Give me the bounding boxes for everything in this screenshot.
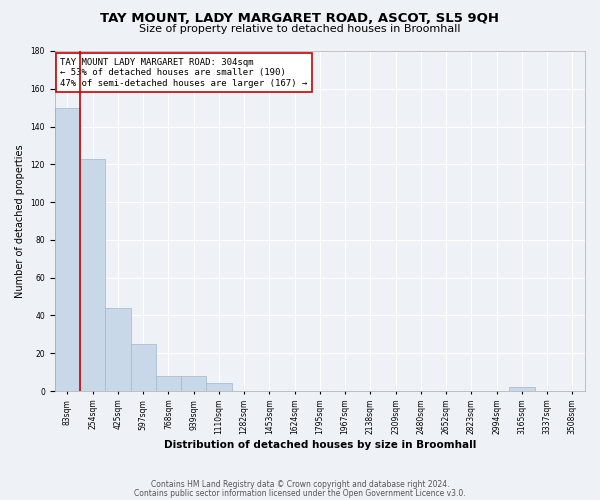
Bar bbox=[80, 158, 105, 391]
Text: Contains HM Land Registry data © Crown copyright and database right 2024.: Contains HM Land Registry data © Crown c… bbox=[151, 480, 449, 489]
Bar bbox=[181, 376, 206, 391]
Text: TAY MOUNT LADY MARGARET ROAD: 304sqm
← 53% of detached houses are smaller (190)
: TAY MOUNT LADY MARGARET ROAD: 304sqm ← 5… bbox=[60, 58, 307, 88]
Text: Contains public sector information licensed under the Open Government Licence v3: Contains public sector information licen… bbox=[134, 489, 466, 498]
Text: Size of property relative to detached houses in Broomhall: Size of property relative to detached ho… bbox=[139, 24, 461, 34]
Bar bbox=[55, 108, 80, 391]
Bar bbox=[156, 376, 181, 391]
X-axis label: Distribution of detached houses by size in Broomhall: Distribution of detached houses by size … bbox=[164, 440, 476, 450]
Bar bbox=[206, 384, 232, 391]
Y-axis label: Number of detached properties: Number of detached properties bbox=[15, 144, 25, 298]
Bar bbox=[131, 344, 156, 391]
Text: TAY MOUNT, LADY MARGARET ROAD, ASCOT, SL5 9QH: TAY MOUNT, LADY MARGARET ROAD, ASCOT, SL… bbox=[101, 12, 499, 26]
Bar bbox=[105, 308, 131, 391]
Bar bbox=[509, 388, 535, 391]
